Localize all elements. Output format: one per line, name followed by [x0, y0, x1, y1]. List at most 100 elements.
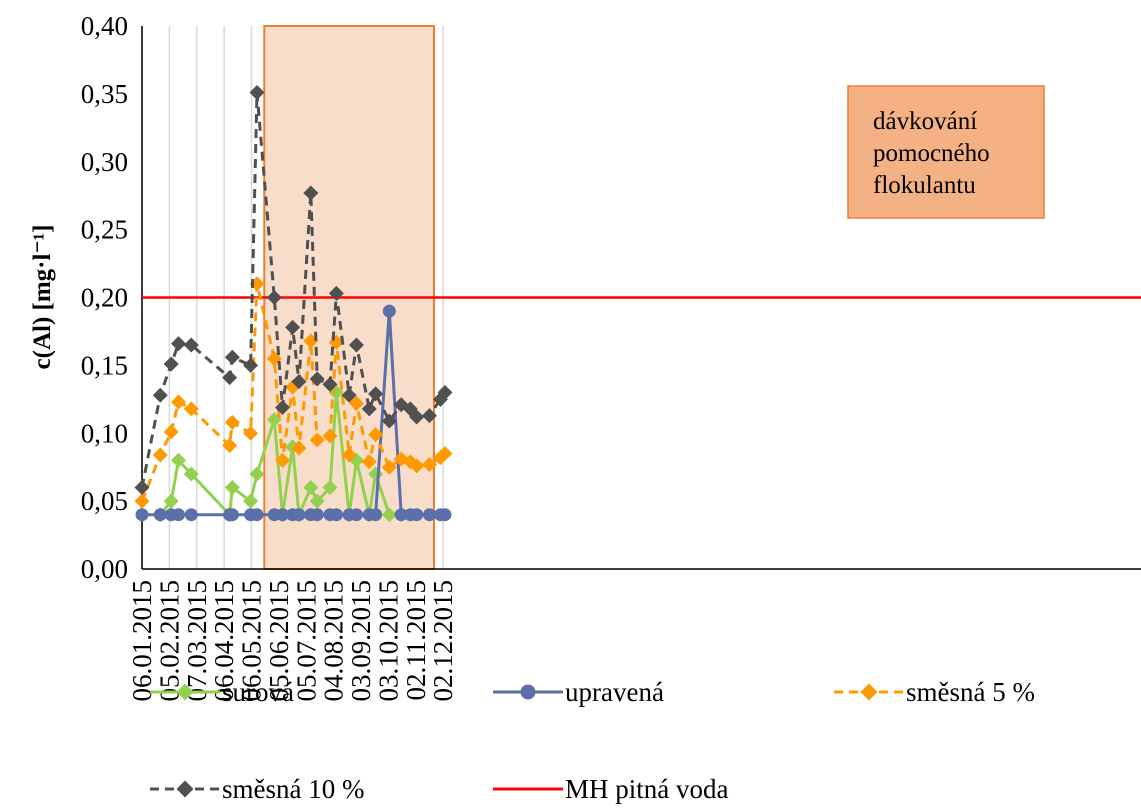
data-point: [266, 290, 282, 305]
data-point: [224, 349, 240, 365]
x-tick-label: 06.04.2015: [209, 580, 239, 702]
data-point: [171, 452, 187, 468]
data-point: [341, 387, 357, 403]
data-point: [368, 386, 384, 402]
data-point: [421, 408, 437, 424]
data-point: [437, 446, 453, 462]
data-point: [303, 185, 319, 201]
data-point: [152, 387, 168, 403]
legend-marker: [860, 683, 878, 701]
data-point: [183, 466, 199, 482]
legend-marker: [176, 780, 194, 798]
data-point: [309, 371, 325, 387]
x-tick-label: 02.12.2015: [428, 580, 458, 702]
x-tick-label: 03.10.2015: [373, 580, 403, 702]
y-tick-label: 0,40: [81, 11, 128, 41]
data-point: [310, 508, 324, 522]
legend-label: směsná 10 %: [222, 774, 364, 804]
legend-marker: [520, 684, 536, 700]
data-point: [224, 480, 240, 496]
data-point: [243, 493, 259, 509]
data-point: [361, 454, 377, 470]
data-point: [243, 357, 259, 373]
annotation-text: flokulantu: [873, 172, 976, 199]
data-point: [275, 399, 291, 415]
data-point: [292, 508, 306, 522]
legend-entry: surová: [150, 677, 294, 707]
data-point: [183, 337, 199, 353]
x-tick-label: 06.05.2015: [237, 580, 267, 702]
annotation-box: [847, 85, 1045, 219]
data-point: [222, 437, 238, 453]
data-point: [171, 394, 187, 410]
data-point: [163, 424, 179, 440]
legend-label: směsná 5 %: [906, 677, 1035, 707]
data-point: [275, 452, 291, 468]
y-tick-label: 0,05: [81, 486, 128, 516]
data-point: [224, 414, 240, 430]
legend-entry: MH pitná voda: [493, 774, 728, 804]
y-tick-label: 0,25: [81, 215, 128, 245]
data-point: [152, 447, 168, 463]
data-point: [381, 459, 397, 475]
x-tick-label: 06.01.2015: [127, 580, 157, 702]
annotation-text: dávkování: [873, 108, 977, 135]
data-point: [291, 374, 307, 390]
x-tick-label: 04.08.2015: [319, 580, 349, 702]
series-upraven-: [135, 304, 452, 522]
data-point: [183, 401, 199, 417]
legend-label: surová: [222, 677, 294, 707]
y-tick-label: 0,30: [81, 147, 128, 177]
annotation-text: pomocného: [873, 140, 990, 167]
series-line: [159, 391, 402, 517]
data-point: [322, 376, 338, 392]
data-point: [382, 304, 396, 318]
data-point: [409, 458, 425, 474]
legend-label: MH pitná voda: [565, 774, 728, 804]
x-tick-label: 03.09.2015: [346, 580, 376, 702]
y-axis-label: c(Al) [mg·l⁻¹]: [29, 225, 56, 370]
data-point: [250, 508, 264, 522]
data-point: [409, 409, 425, 425]
data-point: [276, 508, 290, 522]
data-point: [394, 508, 408, 522]
data-point: [369, 508, 383, 522]
y-tick-label: 0,15: [81, 350, 128, 380]
data-point: [349, 508, 363, 522]
x-tick-label: 05.06.2015: [264, 580, 294, 702]
data-point: [329, 508, 343, 522]
data-point: [171, 336, 187, 352]
data-point: [438, 508, 452, 522]
data-point: [309, 493, 325, 509]
data-point: [134, 480, 150, 496]
data-point: [134, 493, 150, 509]
data-point: [163, 493, 179, 509]
series-sm-sn-5-: [134, 276, 453, 509]
data-point: [285, 319, 301, 335]
data-point: [222, 370, 238, 386]
x-tick-label: 07.03.2015: [182, 580, 212, 702]
data-point: [328, 285, 344, 301]
data-point: [361, 401, 377, 417]
data-point: [184, 508, 198, 522]
y-tick-label: 0,10: [81, 418, 128, 448]
region-annotation: dávkování pomocného flokulantu: [847, 85, 1045, 219]
series: [134, 85, 453, 523]
data-point: [249, 466, 265, 482]
legend-label: upravená: [565, 677, 664, 707]
data-point: [381, 507, 397, 523]
legend-entry: směsná 5 %: [834, 677, 1035, 707]
data-point: [249, 85, 265, 101]
legend-marker: [176, 683, 194, 701]
x-tick-label: 02.11.2015: [401, 580, 431, 701]
y-tick-label: 0,20: [81, 283, 128, 313]
data-point: [341, 447, 357, 463]
data-point: [291, 440, 307, 456]
data-point: [135, 508, 149, 522]
legend-entry: směsná 10 %: [150, 774, 364, 804]
series-sm-sn-10-: [134, 85, 453, 496]
data-point: [381, 413, 397, 429]
data-point: [163, 356, 179, 372]
data-point: [421, 456, 437, 472]
data-point: [309, 432, 325, 448]
